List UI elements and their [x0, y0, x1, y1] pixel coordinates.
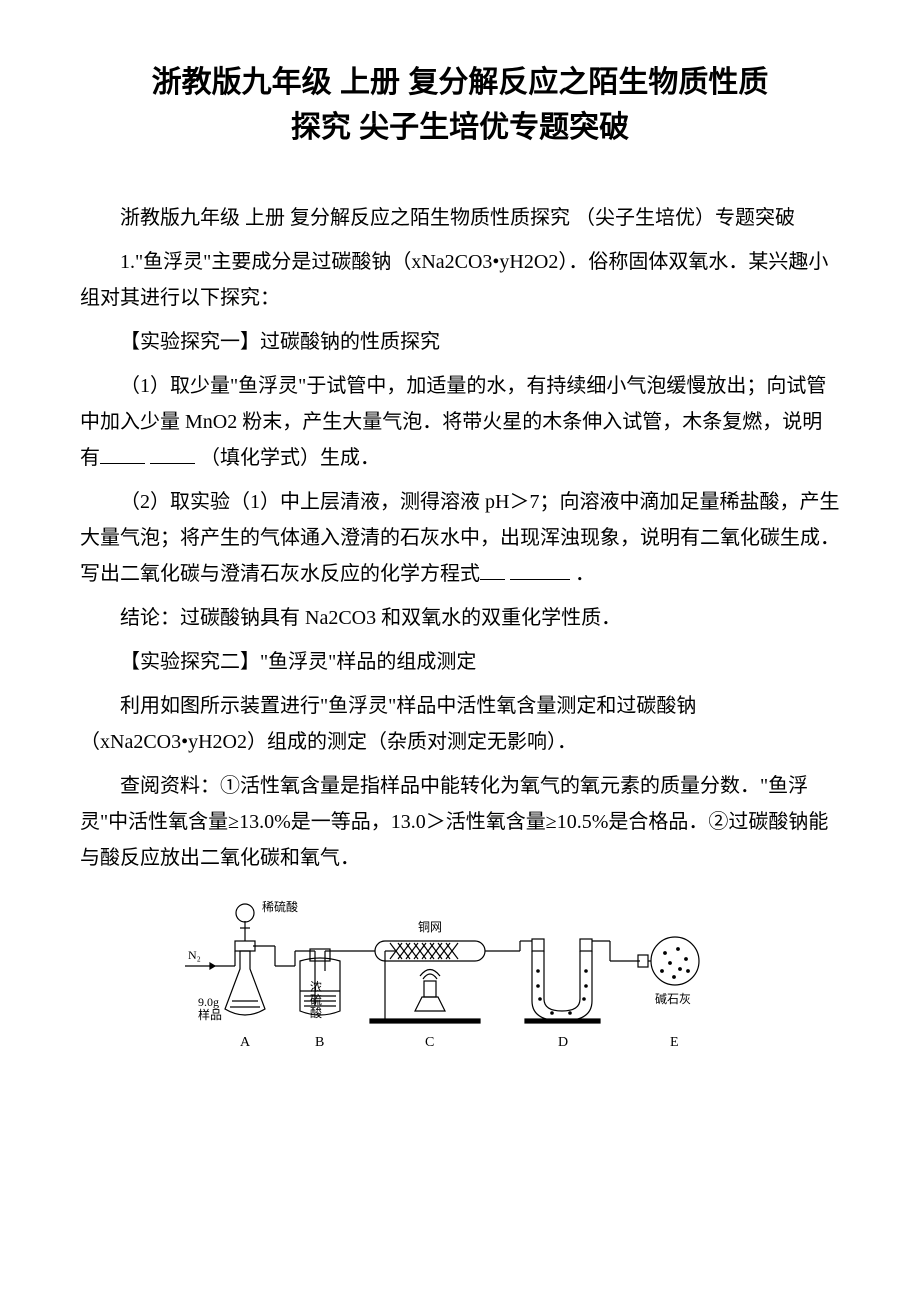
- reference-info: 查阅资料：①活性氧含量是指样品中能转化为氧气的氧元素的质量分数．"鱼浮灵"中活性…: [80, 768, 840, 876]
- question-1-stem: 1."鱼浮灵"主要成分是过碳酸钠（xNa2CO3•yH2O2）．俗称固体双氧水．…: [80, 244, 840, 316]
- label-d: D: [558, 1035, 568, 1050]
- bottle-b-bot: 酸: [310, 1005, 322, 1020]
- question-1-2: （2）取实验（1）中上层清液，测得溶液 pH＞7；向溶液中滴加足量稀盐酸，产生大…: [80, 484, 840, 592]
- q1-2-text-a: （2）取实验（1）中上层清液，测得溶液 pH＞7；向溶液中滴加足量稀盐酸，产生大…: [80, 491, 840, 585]
- experiment-2-intro: 利用如图所示装置进行"鱼浮灵"样品中活性氧含量测定和过碳酸钠（xNa2CO3•y…: [80, 688, 840, 760]
- blank-2a: [480, 559, 505, 580]
- label-c: C: [425, 1035, 434, 1050]
- sample-text: 样品: [198, 1007, 222, 1022]
- title-line-2: 探究 尖子生培优专题突破: [291, 111, 629, 144]
- experiment-1-heading: 【实验探究一】过碳酸钠的性质探究: [80, 324, 840, 360]
- apparatus-diagram: N₂ 稀硫酸 9.0g 样品 浓 硫 酸: [180, 891, 740, 1066]
- bottle-b-top: 浓: [310, 980, 322, 994]
- blank-1a: [100, 443, 145, 464]
- label-e: E: [670, 1035, 679, 1050]
- bottle-b-mid: 硫: [310, 992, 322, 1007]
- page-title: 浙教版九年级 上册 复分解反应之陌生物质性质 探究 尖子生培优专题突破: [80, 60, 840, 150]
- title-line-1: 浙教版九年级 上册 复分解反应之陌生物质性质: [152, 66, 769, 99]
- reagent-a-label: 稀硫酸: [262, 899, 298, 914]
- label-a: A: [240, 1035, 251, 1050]
- tube-e-label: 碱石灰: [655, 992, 691, 1006]
- blank-1b: [150, 443, 195, 464]
- blank-2b: [510, 559, 570, 580]
- label-b: B: [315, 1035, 324, 1050]
- tube-c-label: 铜网: [418, 919, 442, 934]
- experiment-2-heading: 【实验探究二】"鱼浮灵"样品的组成测定: [80, 644, 840, 680]
- n2-label: N₂: [188, 948, 201, 962]
- q1-2-text-b: ．: [575, 563, 595, 585]
- q1-1-text-b: （填化学式）生成．: [200, 447, 380, 469]
- intro-paragraph: 浙教版九年级 上册 复分解反应之陌生物质性质探究 （尖子生培优）专题突破: [80, 200, 840, 236]
- question-1-1: （1）取少量"鱼浮灵"于试管中，加适量的水，有持续细小气泡缓慢放出；向试管中加入…: [80, 368, 840, 476]
- sample-mass: 9.0g: [198, 995, 219, 1009]
- conclusion-1: 结论：过碳酸钠具有 Na2CO3 和双氧水的双重化学性质．: [80, 600, 840, 636]
